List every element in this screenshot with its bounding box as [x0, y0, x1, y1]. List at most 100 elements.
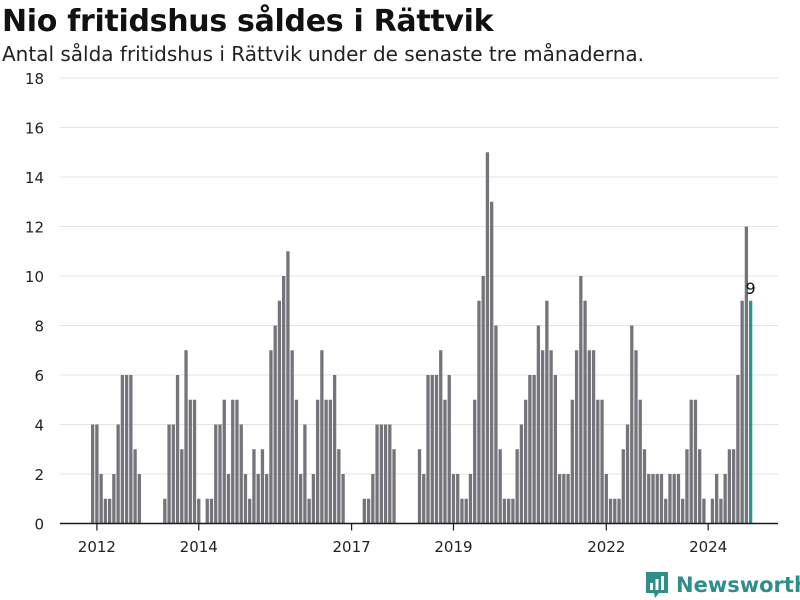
bar: [103, 498, 108, 524]
bar: [137, 474, 141, 524]
bar: [320, 350, 324, 524]
bar: [591, 350, 596, 524]
y-tick-label: 16: [25, 120, 44, 138]
bar: [532, 375, 536, 524]
bar: [715, 474, 719, 524]
bar: [498, 449, 502, 524]
bar: [388, 424, 392, 524]
bar: [260, 449, 265, 524]
bar: [630, 325, 634, 524]
bar: [341, 474, 345, 524]
bar: [95, 424, 99, 524]
bar: [422, 474, 426, 524]
bar: [282, 276, 286, 524]
bar: [608, 498, 613, 524]
bar: [107, 498, 112, 524]
x-tick-label: 2024: [689, 538, 727, 556]
bar: [515, 449, 519, 524]
bar: [710, 498, 715, 524]
bar: [655, 474, 659, 524]
bar: [192, 399, 197, 524]
x-tick-label: 2014: [180, 538, 218, 556]
bar: [188, 399, 192, 524]
bar: [570, 399, 574, 524]
x-tick-label: 2022: [587, 538, 625, 556]
bars: [91, 152, 753, 524]
bar: [451, 474, 456, 524]
bar: [430, 375, 434, 524]
bar: [723, 474, 727, 524]
y-tick-label: 10: [25, 268, 44, 286]
bar: [235, 399, 239, 524]
bar: [290, 350, 294, 524]
bar: [693, 399, 698, 524]
bar: [120, 375, 125, 524]
bar: [226, 474, 231, 524]
bar: [740, 300, 744, 524]
bar: [337, 449, 341, 524]
bar: [587, 350, 591, 524]
bar: [205, 498, 209, 524]
newsworthy-logo: Newsworthy: [644, 570, 800, 600]
bar: [553, 375, 558, 524]
bar: [129, 375, 133, 524]
bar: [540, 350, 545, 524]
bar: [324, 399, 328, 524]
bar: [557, 474, 562, 524]
bar: [681, 498, 685, 524]
bar: [634, 350, 638, 524]
bar: [536, 325, 541, 524]
bar: [523, 399, 528, 524]
bar: [269, 350, 273, 524]
bar: [647, 474, 651, 524]
bar: [116, 424, 120, 524]
bar: [434, 375, 439, 524]
bar: [265, 474, 269, 524]
bar: [307, 498, 311, 524]
bar: [638, 399, 642, 524]
bar: [727, 449, 732, 524]
bar: [252, 449, 256, 524]
bar: [124, 375, 129, 524]
highlight-bar: [748, 300, 753, 524]
bar: [468, 474, 473, 524]
bar: [366, 498, 371, 524]
bar: [621, 449, 625, 524]
x-axis-ticks: 2012 2014 2017 2019 2022 2024: [78, 523, 727, 556]
brand-name: Newsworthy: [676, 573, 800, 597]
bar: [672, 474, 676, 524]
bar: [311, 474, 316, 524]
bar: [299, 474, 303, 524]
bar: [286, 251, 290, 524]
bar: [362, 498, 366, 524]
y-tick-label: 0: [34, 516, 44, 534]
gridlines: [60, 77, 778, 475]
y-tick-label: 14: [25, 169, 44, 187]
bar: [676, 474, 681, 524]
bar: [456, 474, 460, 524]
bar: [222, 399, 226, 524]
bar: [651, 474, 655, 524]
bar: [180, 449, 184, 524]
bar: [689, 399, 693, 524]
bar: [613, 498, 617, 524]
bar: [659, 474, 664, 524]
bar: [494, 325, 498, 524]
bar: [209, 498, 214, 524]
bar: [273, 325, 277, 524]
highlight-data-label: 9: [746, 279, 756, 298]
bar: [719, 498, 723, 524]
bar: [731, 449, 736, 524]
bar: [256, 474, 260, 524]
bar: [481, 276, 485, 524]
bar: [600, 399, 604, 524]
y-tick-label: 6: [34, 367, 44, 385]
bar: [642, 449, 647, 524]
x-tick-label: 2017: [333, 538, 371, 556]
bar: [519, 424, 524, 524]
bar: [566, 474, 570, 524]
bar: [197, 498, 201, 524]
bar: [383, 424, 388, 524]
bar: [477, 300, 481, 524]
